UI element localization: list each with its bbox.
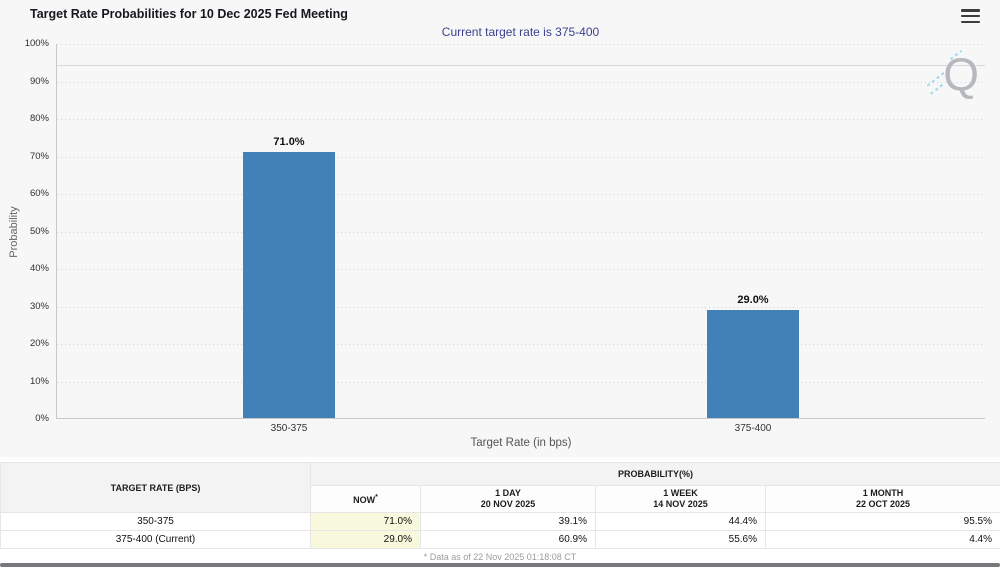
y-tick-label: 30% [29, 300, 49, 312]
col-header-probability-group: PROBABILITY(%) [310, 462, 1000, 486]
probability-table: TARGET RATE (BPS) PROBABILITY(%) NOW* 1 … [0, 462, 1000, 549]
y-tick-label: 50% [29, 225, 49, 237]
col-header-1-day: 1 DAY 20 NOV 2025 [420, 485, 596, 513]
gridline [57, 231, 985, 233]
cell-1-week: 55.6% [595, 530, 766, 549]
cell-rate: 350-375 [0, 512, 311, 531]
cell-rate: 375-400 (Current) [0, 530, 311, 549]
gridline [57, 381, 985, 383]
y-tick-label: 10% [29, 375, 49, 387]
y-tick-label: 90% [29, 75, 49, 87]
y-tick-label: 60% [29, 188, 49, 199]
cell-1-week: 44.4% [595, 512, 766, 531]
cell-now: 71.0% [310, 512, 421, 531]
gridline [57, 81, 985, 83]
bar-rect [707, 309, 799, 418]
y-tick-label: 80% [29, 113, 49, 124]
y-tick-label: 40% [29, 263, 49, 274]
y-tick-label: 70% [29, 150, 49, 162]
cell-1-month: 4.4% [765, 530, 1000, 549]
data-asof-footnote: * Data as of 22 Nov 2025 01:18:08 CT [423, 552, 577, 562]
probability-table-panel: TARGET RATE (BPS) PROBABILITY(%) NOW* 1 … [0, 462, 1000, 562]
plot-area: 100% 90% 80% 70% 60% 50% 40% 30% 20% 10%… [25, 38, 985, 449]
table-row: 375-400 (Current) 29.0% 60.9% 55.6% 4.4% [0, 530, 1000, 549]
col-header-1-week: 1 WEEK 14 NOV 2025 [595, 485, 766, 513]
hamburger-menu-icon[interactable] [961, 9, 980, 23]
plot-top-line [57, 65, 985, 66]
x-axis-title: Target Rate (in bps) [470, 437, 572, 449]
gridline [57, 156, 985, 158]
cell-1-day: 60.9% [420, 530, 596, 549]
bar-350-375[interactable]: 71.0% [243, 44, 335, 418]
bar-rect [243, 152, 335, 418]
x-category-label: 375-400 [734, 423, 772, 434]
gridline [57, 119, 985, 120]
gridline [57, 44, 985, 45]
cell-1-month: 95.5% [765, 512, 1000, 531]
gridline [57, 269, 985, 270]
col-header-1-month: 1 MONTH 22 OCT 2025 [765, 485, 1000, 513]
bar-375-400[interactable]: 29.0% [707, 44, 799, 418]
col-header-now: NOW* [310, 485, 421, 513]
gridline [57, 306, 985, 308]
cell-1-day: 39.1% [420, 512, 596, 531]
gridline [57, 194, 985, 195]
col-header-target-rate: TARGET RATE (BPS) [0, 462, 311, 513]
x-category-label: 350-375 [270, 423, 308, 434]
gridline [57, 344, 985, 345]
y-tick-label: 20% [29, 338, 49, 349]
bar-value-label: 29.0% [737, 293, 769, 306]
table-row: 350-375 71.0% 39.1% 44.4% 95.5% [0, 512, 1000, 531]
bar-value-label: 71.0% [273, 136, 305, 149]
y-tick-label: 0% [35, 413, 49, 424]
horizontal-scrollbar[interactable] [0, 563, 1000, 567]
fedwatch-chart-panel: Target Rate Probabilities for 10 Dec 202… [8, 7, 985, 449]
cell-now: 29.0% [310, 530, 421, 549]
quikstrike-logo-icon: Q [923, 48, 983, 106]
chart-subtitle: Current target rate is 375-400 [441, 25, 600, 39]
page-title: Target Rate Probabilities for 10 Dec 202… [30, 7, 348, 21]
y-tick-label: 100% [24, 38, 49, 49]
